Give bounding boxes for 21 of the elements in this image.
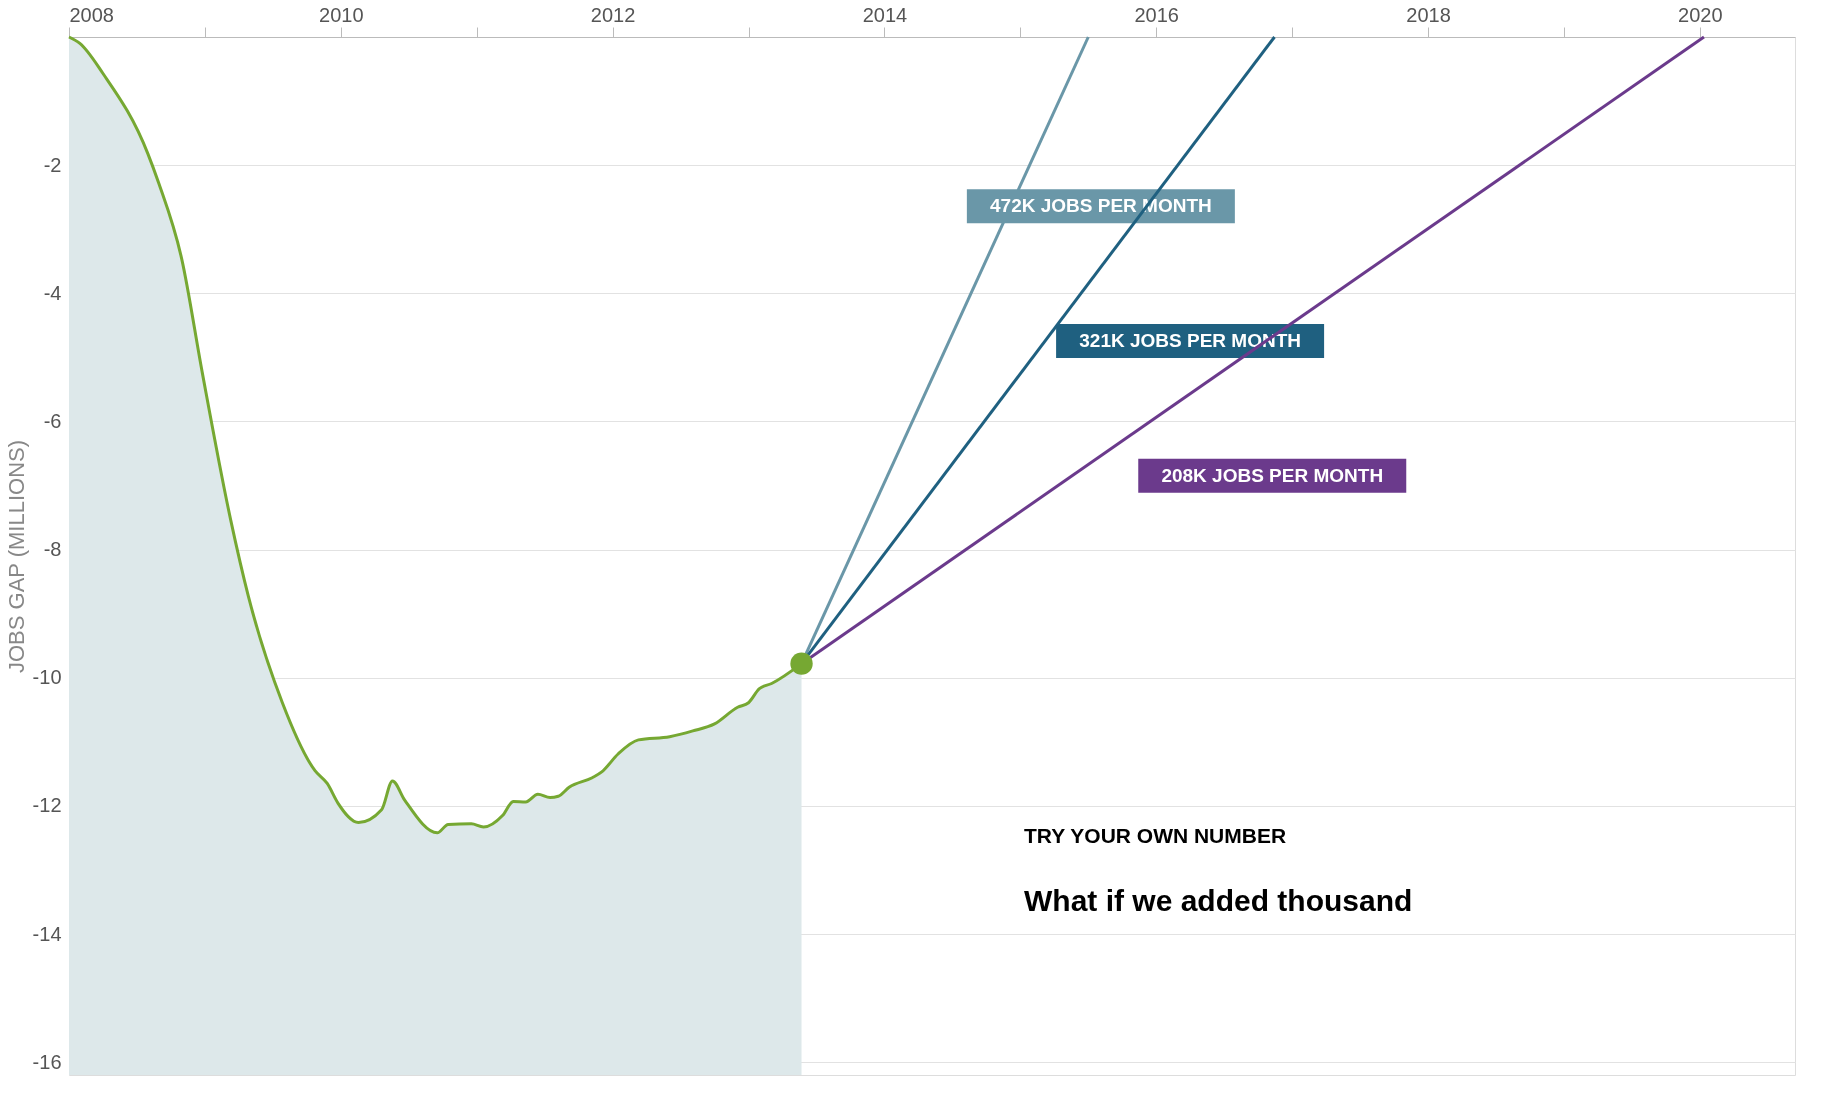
x-tick-label: 2018 — [1406, 3, 1451, 26]
y-tick-label: -14 — [32, 922, 62, 945]
annotation: TRY YOUR OWN NUMBER — [1024, 824, 1287, 847]
x-tick-label: 2010 — [319, 3, 364, 26]
x-tick-label: 2016 — [1134, 3, 1179, 26]
text: 208K JOBS PER MONTH — [1161, 464, 1384, 486]
y-tick-label: -16 — [32, 1050, 62, 1073]
series-label: 321K JOBS PER MONTH — [1079, 329, 1301, 351]
x-tick-label: 2020 — [1678, 3, 1723, 26]
y-tick-label: -6 — [43, 409, 62, 432]
y-tick-label: -12 — [32, 794, 62, 817]
x-tick-label: 2014 — [862, 3, 908, 26]
y-tick-label: -2 — [43, 153, 62, 176]
text: What if we added thousand — [1024, 884, 1413, 917]
y-tick-label: -4 — [43, 281, 62, 304]
series-label: 472K JOBS PER MONTH — [990, 195, 1212, 217]
x-tick-label: 2008 — [69, 3, 114, 26]
y-axis-title: JOBS GAP (MILLIONS) — [3, 439, 29, 674]
x-tick-label: 2012 — [590, 3, 636, 26]
y-tick-label: -10 — [32, 666, 62, 689]
y-tick-label: -8 — [43, 538, 62, 561]
